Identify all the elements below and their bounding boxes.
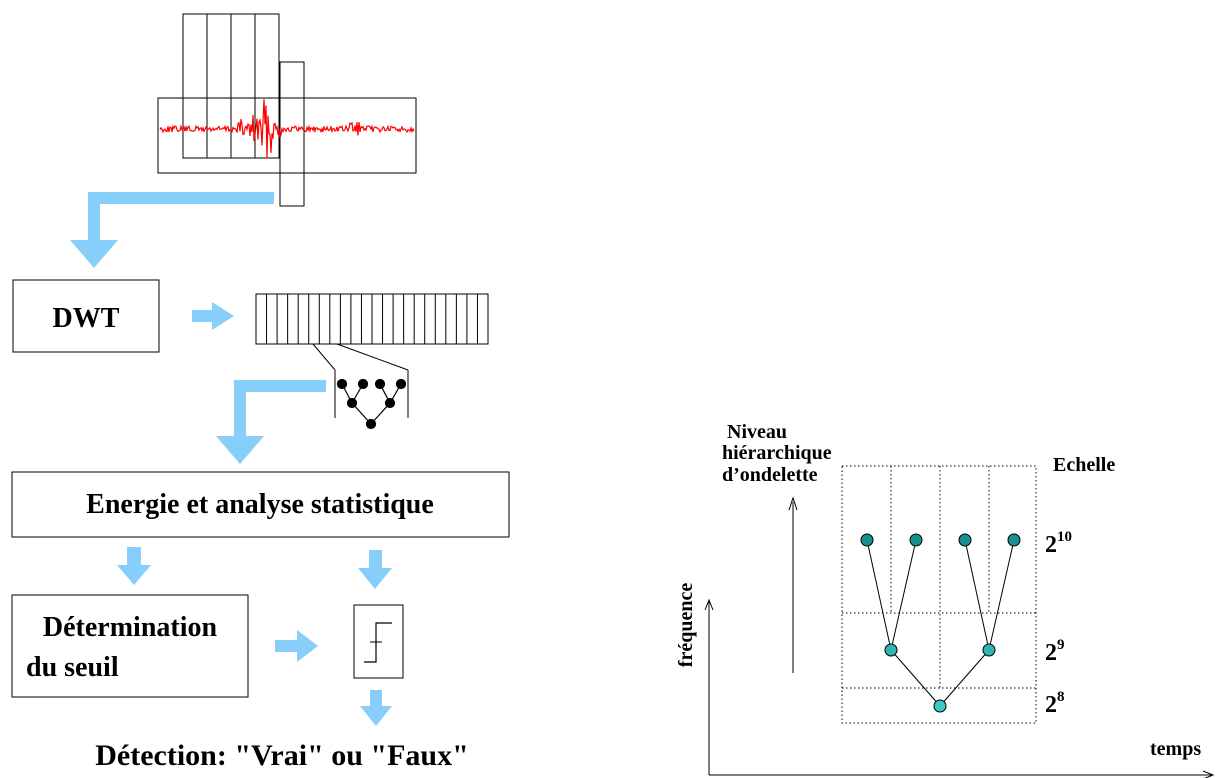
dwt-label: DWT (53, 303, 120, 334)
mini-node (357, 378, 369, 390)
wavelet-tree-edges (866, 539, 1015, 707)
signal-frame (157, 97, 417, 174)
arrow-energy-to-decision (358, 550, 392, 589)
tree-node-level-10 (1007, 533, 1021, 547)
arrow-decision-to-detection (360, 690, 392, 726)
threshold-label-line2: du seuil (26, 652, 119, 683)
mini-node (395, 378, 407, 390)
wavelet-tree-nodes (860, 533, 1021, 713)
tree-node-level-10 (958, 533, 972, 547)
energy-label: Energie et analyse statistique (86, 489, 434, 520)
y-axis-label: fréquence (675, 583, 697, 668)
dwt-box (12, 279, 160, 353)
window-3 (230, 13, 256, 159)
scale-label-2-10: 210 (1045, 529, 1072, 558)
signal-panel (157, 13, 417, 207)
zoom-line-left (312, 343, 336, 371)
arrow-coefficients-to-energy (216, 380, 326, 464)
arrow-threshold-to-decision (275, 630, 318, 662)
time-frequency-diagram: fréquence temps Niveau hiérarchique d’on… (675, 421, 1215, 778)
hierarchy-arrowhead (788, 496, 798, 511)
mini-node (374, 378, 386, 390)
zoom-line-right (336, 343, 409, 371)
y-axis-arrowhead (704, 598, 714, 611)
scale-header: Echelle (1053, 454, 1115, 476)
arrow-dwt-to-coefficients (192, 302, 234, 330)
tree-node-level-9 (884, 643, 898, 657)
hierarchy-label-line2: hiérarchique (722, 442, 832, 464)
threshold-label-line1: Détermination (43, 612, 218, 643)
energy-box (11, 471, 510, 538)
decision-box (353, 604, 404, 679)
tree-node-level-10 (909, 533, 923, 547)
mini-wavelet-tree (336, 378, 407, 430)
tiling-grid (841, 465, 1037, 724)
hierarchy-label-line3: d’ondelette (722, 464, 818, 486)
scale-label-2-9: 29 (1045, 637, 1065, 666)
x-axis-label: temps (1150, 738, 1201, 760)
detection-label: Détection: "Vrai" ou "Faux" (95, 739, 469, 772)
tree-node-level-10 (860, 533, 874, 547)
tree-node-level-8 (933, 699, 947, 713)
mini-node (336, 378, 348, 390)
window-1 (182, 13, 208, 159)
mini-node (365, 418, 377, 430)
coefficient-strip (255, 293, 489, 345)
window-current (279, 61, 305, 207)
window-2 (206, 13, 232, 159)
mini-node (346, 397, 358, 409)
tiling-outer (841, 465, 1037, 724)
seismic-signal-trace (159, 99, 415, 159)
arrow-signal-to-dwt (70, 192, 274, 268)
hierarchy-label-line1: Niveau (727, 421, 787, 443)
arrow-energy-to-threshold (117, 547, 151, 585)
tree-node-level-9 (982, 643, 996, 657)
mini-node (384, 397, 396, 409)
threshold-box (11, 594, 249, 698)
scale-label-2-8: 28 (1045, 689, 1065, 718)
